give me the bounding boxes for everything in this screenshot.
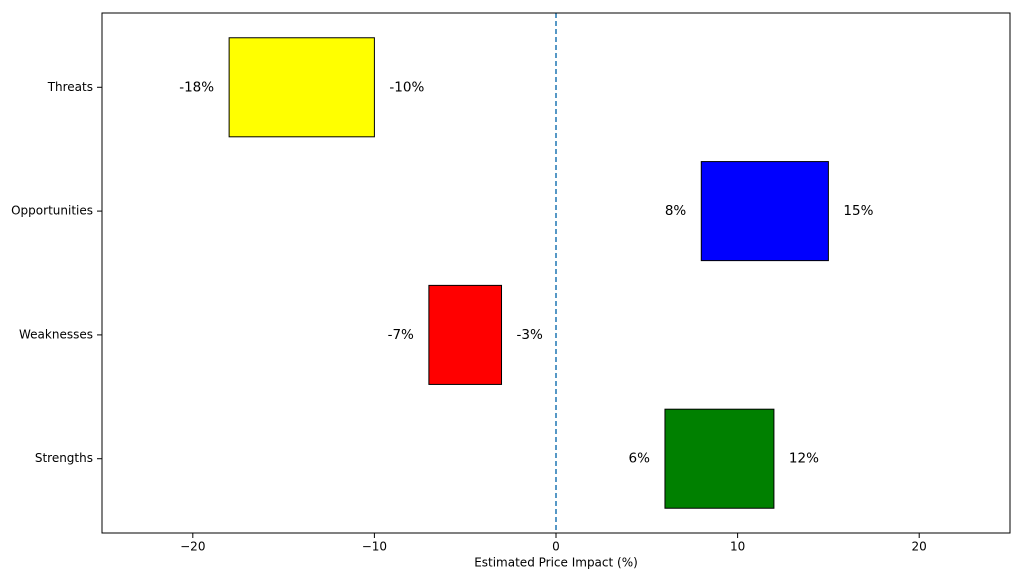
plot-frame [101,12,1011,534]
bar [228,37,375,138]
x-axis-label: Estimated Price Impact (%) [474,556,638,570]
value-label: 12% [789,451,819,467]
y-tick-label: Threats [47,80,93,94]
x-tick-label: 0 [552,540,560,554]
y-tick-label: Weaknesses [19,327,93,341]
value-label: -10% [389,79,424,95]
x-tick-label: −10 [362,540,387,554]
x-tick-label: 10 [730,540,745,554]
value-label: 6% [629,451,651,467]
y-tick-label: Strengths [35,451,93,465]
value-label: 8% [665,203,687,219]
x-tick-label: 20 [912,540,927,554]
bar [428,284,503,385]
value-label: 15% [843,203,873,219]
value-label: -18% [179,79,214,95]
value-label: -7% [388,327,414,343]
value-label: -3% [517,327,543,343]
bar [700,161,829,262]
bar [664,408,775,509]
x-tick-label: −20 [180,540,205,554]
y-tick-label: Opportunities [11,204,93,218]
